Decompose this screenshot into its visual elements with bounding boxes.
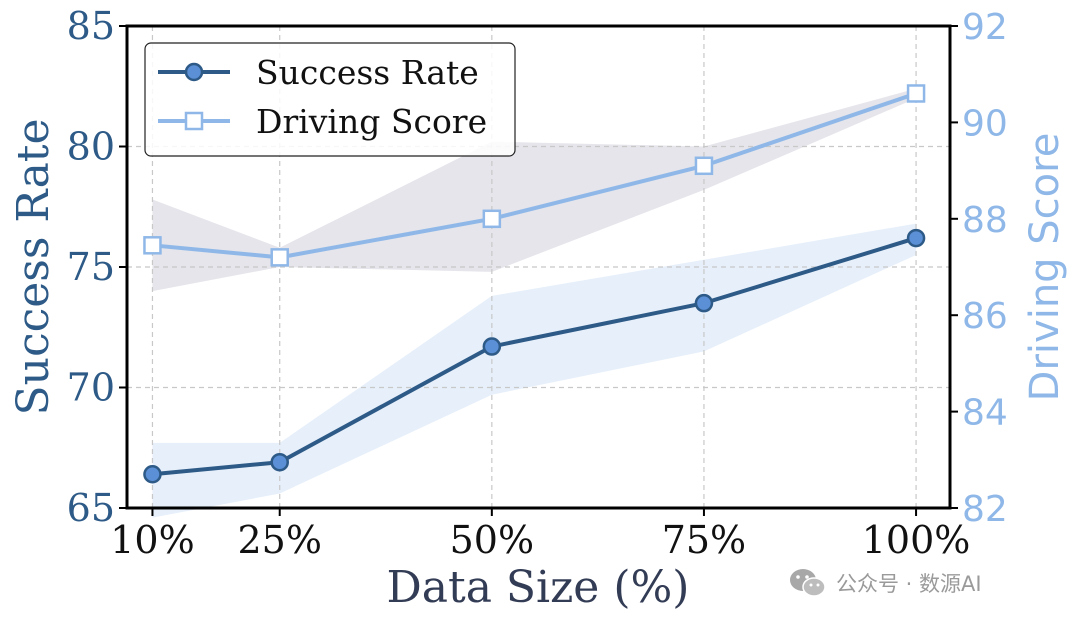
x-axis-label: Data Size (%) xyxy=(387,562,690,613)
y-left-tick-label-3: 80 xyxy=(67,125,115,169)
y-right-tick-label-2: 86 xyxy=(962,296,1008,337)
point-0-3 xyxy=(694,293,714,313)
y-left-tick-label-1: 70 xyxy=(67,366,115,410)
band-1 xyxy=(152,88,917,292)
point-1-1 xyxy=(270,248,289,267)
point-0-2 xyxy=(482,337,502,356)
y-axis-right-label: Driving Score xyxy=(1022,133,1068,402)
point-1-3 xyxy=(694,156,714,176)
y-right-tick-label-5: 92 xyxy=(962,7,1008,48)
watermark-text: 公众号 · 数源AI xyxy=(836,572,982,596)
point-1-2 xyxy=(482,209,502,229)
watermark: 公众号 · 数源AI xyxy=(788,566,982,600)
legend-label-driving-score: Driving Score xyxy=(256,102,487,141)
x-tick-label-1: 25% xyxy=(237,518,321,562)
x-tick-label-4: 100% xyxy=(862,518,971,562)
wechat-icon xyxy=(790,569,826,597)
point-0-0 xyxy=(143,465,162,484)
x-tick-label-0: 10% xyxy=(110,518,194,562)
legend: Success Rate Driving Score xyxy=(144,42,516,157)
legend-marker-success-rate xyxy=(184,62,204,82)
y-right-tick-label-3: 88 xyxy=(962,200,1008,241)
series-lines xyxy=(143,84,926,484)
y-right-tick-label-0: 82 xyxy=(962,489,1008,530)
point-0-1 xyxy=(270,452,289,472)
legend-box xyxy=(144,42,516,157)
point-1-0 xyxy=(143,236,162,255)
legend-label-success-rate: Success Rate xyxy=(256,53,479,92)
y-right-tick-label-4: 90 xyxy=(962,103,1008,144)
x-tick-label-3: 75% xyxy=(662,518,746,562)
y-right-tick-label-1: 84 xyxy=(962,393,1008,434)
y-left-tick-label-0: 65 xyxy=(67,486,115,530)
point-1-4 xyxy=(906,84,926,103)
x-tick-label-2: 50% xyxy=(450,518,534,562)
y-left-tick-label-4: 85 xyxy=(67,4,115,48)
point-0-4 xyxy=(906,228,926,248)
y-axis-left-label: Success Rate xyxy=(8,118,59,415)
y-left-tick-label-2: 75 xyxy=(67,245,115,289)
axis-ticks: 10% 25% 50% 75% 100% 65 70 75 80 85 82 84 86 88 90 92 xyxy=(67,4,1008,562)
legend-marker-driving-score xyxy=(184,111,204,131)
